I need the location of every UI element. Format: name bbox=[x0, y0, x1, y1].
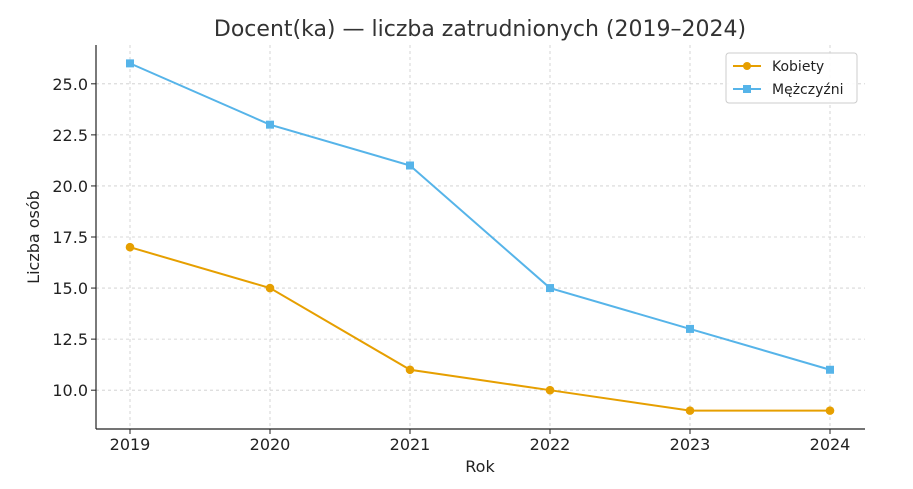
series-line bbox=[129, 246, 830, 412]
y-tick-label: 17.5 bbox=[52, 228, 88, 247]
y-tick-label: 25.0 bbox=[52, 75, 88, 94]
data-point bbox=[545, 385, 555, 395]
x-tick-label: 2019 bbox=[110, 435, 151, 454]
data-point bbox=[405, 365, 415, 375]
data-point bbox=[125, 242, 135, 252]
legend-label-kobiety: Kobiety bbox=[772, 59, 824, 75]
data-point bbox=[265, 283, 275, 293]
data-point bbox=[546, 284, 554, 293]
data-point bbox=[826, 365, 834, 374]
legend-label-mezczyzni: Mężczyźni bbox=[772, 82, 843, 98]
x-tick-label: 2022 bbox=[530, 435, 571, 454]
x-tick-label: 2024 bbox=[810, 435, 851, 454]
legend: Kobiety Mężczyźni bbox=[725, 52, 858, 104]
y-tick-label: 15.0 bbox=[52, 279, 88, 298]
legend-marker-mezczyzni bbox=[743, 85, 751, 93]
chart-title: Docent(ka) — liczba zatrudnionych (2019–… bbox=[214, 17, 746, 42]
series bbox=[125, 59, 835, 415]
data-point bbox=[825, 406, 835, 415]
data-point bbox=[406, 161, 414, 170]
ticks: 2019 2020 2021 2022 2023 2024 10.0 12.5 15.0 17.5… bbox=[52, 75, 850, 454]
x-tick-label: 2021 bbox=[390, 435, 431, 454]
x-tick-label: 2020 bbox=[250, 435, 291, 454]
data-point bbox=[126, 59, 134, 68]
y-tick-label: 20.0 bbox=[52, 177, 88, 196]
y-tick-label: 10.0 bbox=[52, 381, 88, 400]
y-tick-label: 12.5 bbox=[52, 330, 88, 349]
legend-marker-kobiety bbox=[743, 62, 751, 70]
grid bbox=[96, 45, 865, 429]
data-point bbox=[685, 406, 695, 415]
x-tick-label: 2023 bbox=[670, 435, 711, 454]
data-point bbox=[686, 324, 694, 333]
data-point bbox=[266, 120, 274, 129]
x-axis-label: Rok bbox=[465, 457, 495, 476]
y-tick-label: 22.5 bbox=[52, 126, 88, 145]
y-axis-label: Liczba osób bbox=[24, 190, 43, 284]
series-line bbox=[129, 62, 831, 371]
